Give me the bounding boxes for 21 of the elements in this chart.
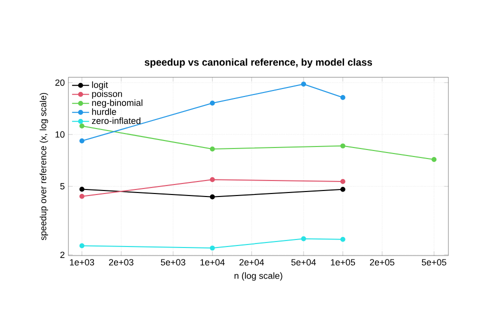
legend-label: hurdle <box>92 108 116 115</box>
legend-label: zero-inflated <box>92 117 140 124</box>
legend-label: poisson <box>92 90 122 99</box>
x-tick-label: 5e+04 <box>291 259 316 266</box>
y-tick-label: 2 <box>60 252 64 258</box>
chart-title: speedup vs canonical reference, by model class <box>144 58 372 68</box>
x-tick-label: 2e+03 <box>109 259 134 266</box>
x-axis-title: n (log scale) <box>234 272 282 281</box>
x-tick-label: 2e+05 <box>370 259 394 266</box>
x-tick-label: 1e+03 <box>70 259 94 266</box>
x-tick-label: 5e+05 <box>422 259 446 266</box>
x-tick-label: 1e+04 <box>200 259 225 266</box>
x-tick-label: 1e+05 <box>330 259 356 266</box>
y-tick-label: 10 <box>56 131 65 138</box>
y-axis-title: speedup over reference (x, log scale) <box>40 92 48 240</box>
x-tick-label: 5e+03 <box>160 259 186 266</box>
y-tick-label: 20 <box>55 79 65 86</box>
x-tick-label: 2e+04 <box>240 259 264 266</box>
legend-label: logit <box>92 81 108 90</box>
y-tick-label: 5 <box>60 183 65 190</box>
legend-label: neg-binomial <box>92 99 142 108</box>
